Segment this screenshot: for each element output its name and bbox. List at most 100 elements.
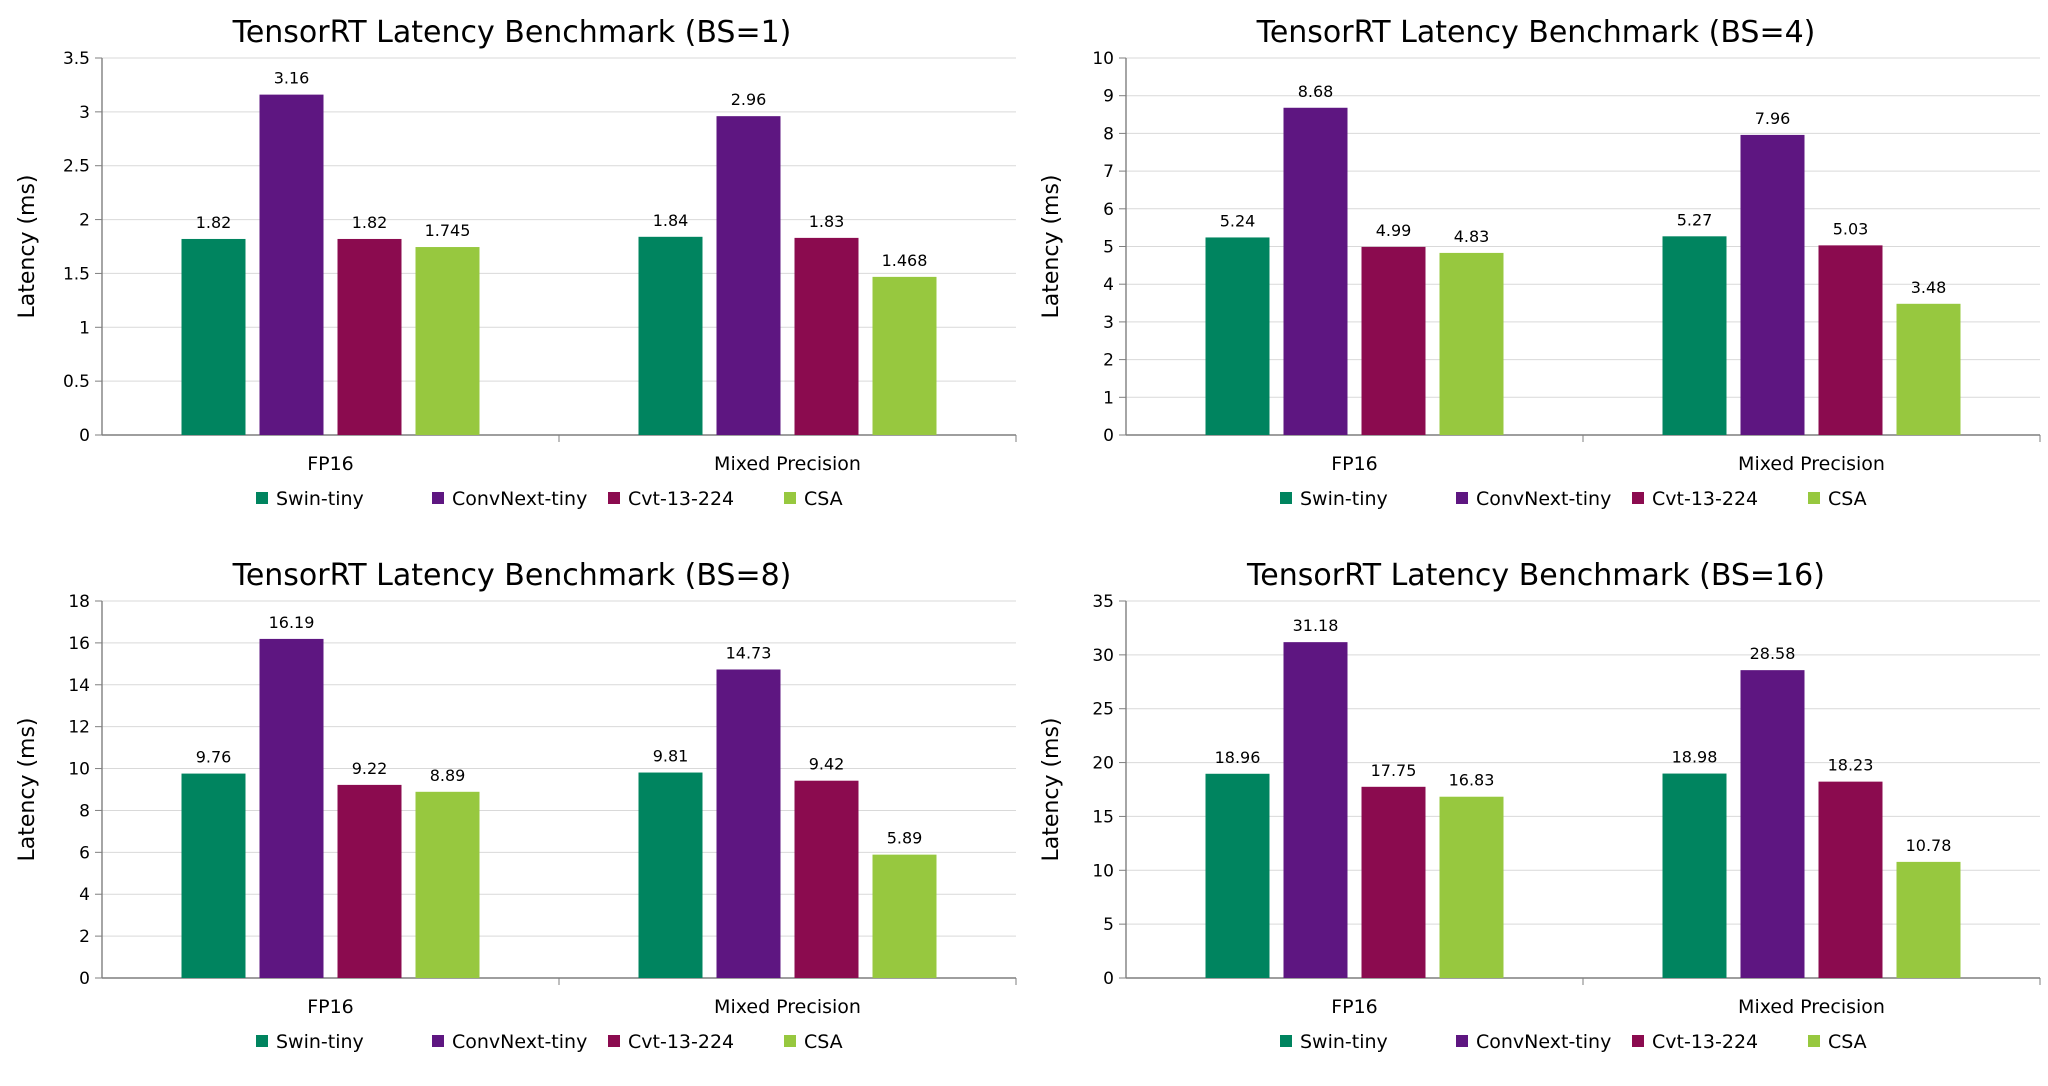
- chart-panel-bs16: TensorRT Latency Benchmark (BS=16) 0 5 10 15…: [1024, 543, 2048, 1086]
- y-tick-label: 10: [68, 760, 90, 780]
- x-category-label-mixed-precision: Mixed Precision: [714, 453, 861, 475]
- legend-item-convnext-tiny: ConvNext-tiny: [432, 1031, 587, 1053]
- y-tick-label: 8: [79, 801, 90, 821]
- chart-panel-bs4: TensorRT Latency Benchmark (BS=4) 0 1 2 3 4 5 6…: [1024, 0, 2048, 543]
- bar-cvt-13-224-mixed-precision: [1818, 781, 1883, 978]
- data-label-swin-tiny-fp16: 5.24: [1220, 211, 1256, 230]
- data-label-csa-fp16: 4.83: [1454, 227, 1490, 246]
- bar-csa-mixed-precision: [1896, 861, 1961, 978]
- chart-title: TensorRT Latency Benchmark (BS=8): [232, 558, 792, 593]
- data-label-csa-mixed-precision: 10.78: [1906, 836, 1952, 855]
- legend-item-csa: CSA: [1808, 488, 1867, 510]
- legend-swatch: [1280, 492, 1292, 504]
- legend-label: Swin-tiny: [276, 1031, 364, 1053]
- y-tick-label: 15: [1092, 807, 1114, 827]
- chart-title: TensorRT Latency Benchmark (BS=4): [1256, 15, 1816, 50]
- data-label-cvt-13-224-mixed-precision: 9.42: [809, 755, 845, 774]
- legend-item-cvt-13-224: Cvt-13-224: [1632, 1031, 1758, 1053]
- x-category-label-fp16: FP16: [1331, 453, 1378, 475]
- data-label-convnext-tiny-fp16: 3.16: [274, 69, 310, 88]
- bar-cvt-13-224-mixed-precision: [794, 780, 859, 978]
- x-category-label-fp16: FP16: [307, 996, 354, 1018]
- bar-convnext-tiny-fp16: [259, 94, 324, 435]
- legend-swatch: [1808, 1035, 1820, 1047]
- data-label-swin-tiny-mixed-precision: 1.84: [653, 211, 689, 230]
- data-label-convnext-tiny-fp16: 31.18: [1293, 616, 1339, 635]
- data-label-cvt-13-224-fp16: 1.82: [352, 213, 388, 232]
- data-label-cvt-13-224-fp16: 4.99: [1376, 221, 1412, 240]
- legend-label: CSA: [1828, 488, 1867, 510]
- chart-title: TensorRT Latency Benchmark (BS=16): [1246, 558, 1825, 593]
- legend-swatch: [608, 1035, 620, 1047]
- y-tick-label: 12: [68, 718, 90, 738]
- bar-cvt-13-224-fp16: [337, 238, 402, 435]
- legend-swatch: [1808, 492, 1820, 504]
- y-tick-label: 4: [1103, 275, 1114, 295]
- y-tick-label: 0.5: [63, 372, 90, 392]
- bar-convnext-tiny-mixed-precision: [716, 116, 781, 435]
- x-category-label-fp16: FP16: [1331, 996, 1378, 1018]
- data-label-csa-mixed-precision: 5.89: [887, 829, 923, 848]
- bar-cvt-13-224-mixed-precision: [1818, 245, 1883, 435]
- legend-item-convnext-tiny: ConvNext-tiny: [1456, 488, 1611, 510]
- bar-csa-fp16: [415, 791, 480, 978]
- y-tick-label: 10: [1092, 49, 1114, 69]
- legend-item-cvt-13-224: Cvt-13-224: [608, 488, 734, 510]
- legend-label: Swin-tiny: [276, 488, 364, 510]
- bar-csa-mixed-precision: [872, 854, 937, 978]
- chart-bs8-svg: TensorRT Latency Benchmark (BS=8) 0 2 4 6 8 10…: [15, 558, 1017, 1053]
- y-tick-label: 0: [79, 426, 90, 446]
- data-label-cvt-13-224-fp16: 17.75: [1371, 761, 1417, 780]
- legend-label: Cvt-13-224: [1652, 488, 1758, 510]
- legend-label: CSA: [804, 1031, 843, 1053]
- y-axis-label: Latency (ms): [15, 717, 40, 861]
- bar-csa-fp16: [1439, 796, 1504, 978]
- legend-item-swin-tiny: Swin-tiny: [1280, 488, 1388, 510]
- bar-swin-tiny-fp16: [181, 238, 246, 435]
- bar-swin-tiny-mixed-precision: [638, 772, 703, 978]
- legend-swatch: [608, 492, 620, 504]
- bar-cvt-13-224-fp16: [1361, 246, 1426, 435]
- bar-swin-tiny-mixed-precision: [638, 236, 703, 435]
- y-tick-label: 30: [1092, 646, 1114, 666]
- y-tick-label: 10: [1092, 861, 1114, 881]
- legend-swatch: [784, 1035, 796, 1047]
- x-category-label-mixed-precision: Mixed Precision: [1738, 453, 1885, 475]
- y-tick-label: 2.5: [63, 157, 90, 177]
- legend-swatch: [256, 1035, 268, 1047]
- legend-swatch: [1456, 492, 1468, 504]
- data-label-convnext-tiny-mixed-precision: 7.96: [1755, 109, 1791, 128]
- chart-bs4-svg: TensorRT Latency Benchmark (BS=4) 0 1 2 3 4 5 6…: [1039, 15, 2041, 510]
- legend-label: Swin-tiny: [1300, 1031, 1388, 1053]
- y-tick-label: 7: [1103, 162, 1114, 182]
- y-axis-label: Latency (ms): [1039, 174, 1064, 318]
- legend-label: Cvt-13-224: [628, 1031, 734, 1053]
- y-tick-label: 35: [1092, 592, 1114, 612]
- legend-swatch: [1632, 1035, 1644, 1047]
- y-tick-label: 18: [68, 592, 90, 612]
- data-label-csa-fp16: 8.89: [430, 766, 466, 785]
- data-label-swin-tiny-fp16: 9.76: [196, 748, 232, 767]
- legend-label: CSA: [1828, 1031, 1867, 1053]
- chart-panel-bs1: TensorRT Latency Benchmark (BS=1) 0 0.5 1 1.…: [0, 0, 1024, 543]
- data-label-csa-mixed-precision: 3.48: [1911, 278, 1947, 297]
- x-category-label-mixed-precision: Mixed Precision: [714, 996, 861, 1018]
- y-tick-label: 8: [1103, 124, 1114, 144]
- legend-item-swin-tiny: Swin-tiny: [256, 1031, 364, 1053]
- legend-label: ConvNext-tiny: [1476, 1031, 1611, 1053]
- bar-convnext-tiny-fp16: [1283, 107, 1348, 435]
- legend-item-csa: CSA: [784, 488, 843, 510]
- legend-label: Swin-tiny: [1300, 488, 1388, 510]
- data-label-csa-fp16: 16.83: [1449, 771, 1495, 790]
- legend-swatch: [256, 492, 268, 504]
- y-tick-label: 2: [1103, 351, 1114, 371]
- bar-cvt-13-224-mixed-precision: [794, 237, 859, 435]
- data-label-convnext-tiny-fp16: 16.19: [269, 613, 315, 632]
- chart-bs16-svg: TensorRT Latency Benchmark (BS=16) 0 5 10 15…: [1039, 558, 2041, 1053]
- y-tick-label: 14: [68, 676, 90, 696]
- bar-convnext-tiny-mixed-precision: [716, 669, 781, 978]
- y-tick-label: 20: [1092, 754, 1114, 774]
- y-tick-label: 1: [1103, 388, 1114, 408]
- bar-convnext-tiny-mixed-precision: [1740, 670, 1805, 978]
- data-label-convnext-tiny-mixed-precision: 2.96: [731, 90, 767, 109]
